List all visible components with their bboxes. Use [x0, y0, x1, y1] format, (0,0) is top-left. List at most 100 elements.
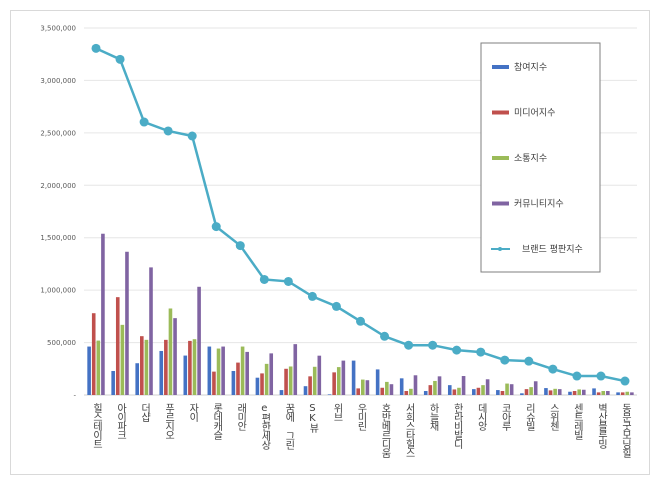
- y-tick-label: 1,500,000: [40, 234, 76, 242]
- bar-1: [544, 388, 548, 395]
- legend-swatch: [492, 110, 509, 115]
- bar-2: [284, 368, 288, 395]
- bar-4: [245, 351, 249, 395]
- bar-1: [351, 360, 356, 395]
- line-point: [259, 274, 269, 284]
- bar-1: [111, 370, 115, 395]
- bar-1: [472, 389, 476, 395]
- bar-4: [173, 318, 177, 395]
- bar-1: [135, 363, 140, 395]
- line-point: [572, 371, 582, 381]
- x-tick-label: 꿈에 그린: [283, 403, 295, 450]
- legend-swatch: [492, 65, 509, 69]
- bar-2: [620, 392, 625, 395]
- bar-2: [332, 372, 336, 395]
- bar-2: [115, 297, 120, 395]
- line-point: [163, 126, 173, 136]
- bar-1: [568, 391, 572, 395]
- line-point: [428, 340, 438, 350]
- legend-label: 커뮤니티지수: [514, 199, 564, 210]
- x-tick-label: 리슈빌: [523, 403, 535, 431]
- line-point: [235, 241, 245, 251]
- x-tick-label: 서희스타힐스: [403, 403, 415, 457]
- legend-marker: [498, 247, 502, 251]
- bar-4: [317, 355, 322, 395]
- bar-1: [520, 393, 524, 395]
- bar-2: [212, 371, 216, 395]
- x-tick-label: 자이: [187, 403, 199, 423]
- line-point: [307, 291, 317, 301]
- bar-3: [264, 363, 269, 395]
- bar-3: [457, 387, 461, 395]
- bar-3: [288, 366, 293, 395]
- bar-2: [188, 340, 192, 395]
- bar-4: [365, 380, 370, 395]
- bar-3: [216, 348, 221, 395]
- bar-2: [500, 391, 505, 395]
- bar-3: [385, 381, 389, 395]
- bar-2: [308, 376, 312, 395]
- y-tick-label: 2,500,000: [40, 129, 76, 137]
- legend-label: 브랜드 평판지수: [522, 244, 583, 255]
- x-tick-label: 위브: [331, 402, 343, 421]
- bar-3: [361, 379, 365, 395]
- x-tick-label: 호반베르디움: [379, 403, 391, 458]
- x-tick-label: 롯데캐슬: [211, 403, 223, 440]
- bar-1: [423, 391, 428, 395]
- bar-1: [592, 388, 596, 395]
- x-tick-label: 래미안: [235, 403, 247, 431]
- bar-4: [437, 376, 442, 395]
- line-point: [476, 347, 486, 357]
- bar-1: [327, 394, 332, 395]
- bar-4: [125, 251, 129, 395]
- x-tick-label: 동문굿모닝힐: [619, 403, 631, 458]
- bar-1: [447, 385, 452, 395]
- line-point: [452, 345, 462, 355]
- x-tick-label: 코아루: [499, 403, 511, 432]
- x-tick-label: 우미린: [355, 403, 367, 431]
- bar-3: [409, 388, 413, 395]
- y-tick-label: -: [73, 392, 76, 400]
- bar-2: [428, 385, 433, 395]
- bar-3: [481, 385, 485, 395]
- y-tick-label: 1,000,000: [40, 287, 76, 295]
- bar-3: [529, 387, 533, 395]
- bar-1: [375, 369, 380, 395]
- line-point: [211, 222, 221, 232]
- bar-3: [192, 339, 197, 395]
- bar-4: [509, 384, 514, 395]
- bar-1: [279, 390, 284, 395]
- bar-3: [240, 346, 245, 395]
- bar-4: [557, 389, 562, 395]
- x-tick-label: e편한세상: [259, 403, 271, 450]
- bar-2: [91, 313, 96, 395]
- x-tick-label: 스위첸: [547, 403, 559, 431]
- bar-3: [553, 388, 557, 395]
- bar-2: [548, 390, 553, 395]
- bar-1: [87, 346, 91, 395]
- bar-2: [596, 392, 601, 395]
- x-tick-label: 하늘채: [427, 402, 439, 432]
- line-point: [115, 54, 125, 64]
- bar-3: [312, 366, 317, 395]
- bar-2: [404, 391, 409, 395]
- bar-3: [601, 391, 606, 395]
- bar-4: [630, 392, 634, 395]
- bar-3: [120, 324, 125, 395]
- bar-2: [164, 339, 168, 395]
- bar-3: [168, 308, 173, 395]
- bar-1: [496, 390, 500, 395]
- x-tick-label: 아이파크: [115, 403, 127, 439]
- x-tick-label: 데시앙: [475, 403, 487, 431]
- bar-4: [485, 379, 490, 395]
- bar-3: [505, 383, 509, 395]
- bar-4: [149, 267, 153, 395]
- x-tick-label: 푸르지오: [163, 403, 175, 439]
- bar-1: [231, 370, 236, 395]
- line-point: [380, 331, 390, 341]
- legend-label: 미디어지수: [514, 108, 555, 119]
- bar-3: [336, 367, 341, 395]
- bar-4: [197, 286, 201, 395]
